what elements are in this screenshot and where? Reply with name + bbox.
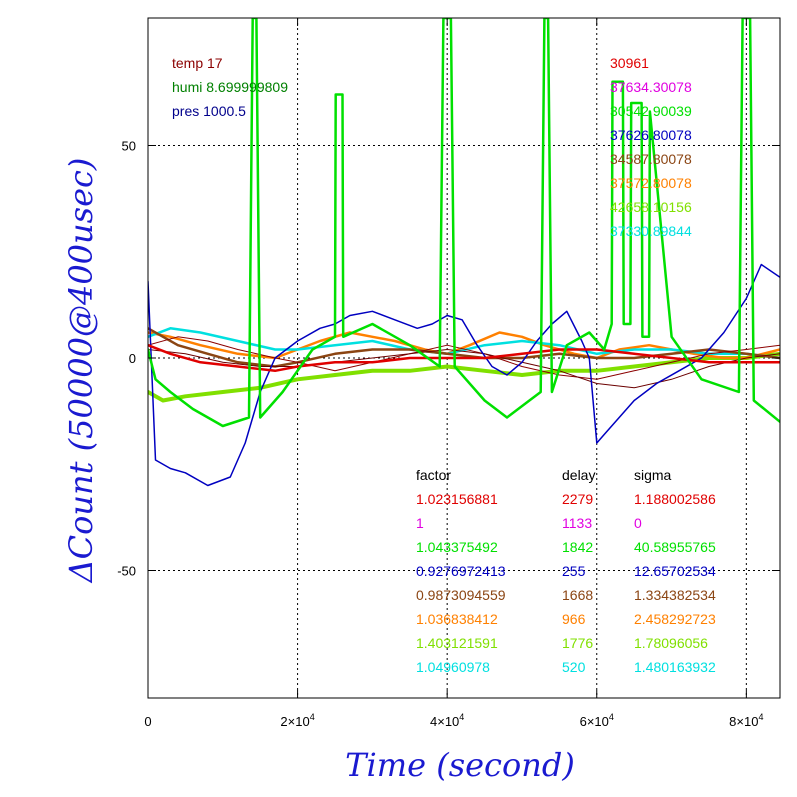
table-cell: 1.480163932 (634, 659, 716, 675)
table-cell: 40.58955765 (634, 539, 716, 555)
x-tick-label: 0 (144, 714, 151, 729)
table-cell: 12.65702534 (634, 563, 716, 579)
meta-label: humi 8.699999809 (172, 79, 288, 95)
table-cell: 255 (562, 563, 586, 579)
annotations: 0 2×104 4×104 6×104 8×104 50 0 -50 temp 17 humi 8… (117, 55, 763, 729)
table-header: sigma (634, 467, 672, 483)
x-tick-label: 6×104 (580, 712, 614, 729)
y-tick-label: 50 (122, 139, 136, 154)
table-cell: 1842 (562, 539, 593, 555)
table-cell: 1.334382534 (634, 587, 716, 603)
table-cell: 1.04960978 (416, 659, 490, 675)
table-cell: 2279 (562, 491, 593, 507)
meta-label: temp 17 (172, 55, 223, 71)
table-cell: 1.78096056 (634, 635, 708, 651)
series-line-4 (148, 327, 780, 368)
y-tick-label: 0 (129, 351, 136, 366)
table-cell: 0.9873094559 (416, 587, 506, 603)
data-series (148, 18, 780, 487)
meta-label: pres 1000.5 (172, 103, 246, 119)
legend-value: 37626.80078 (610, 127, 692, 143)
x-tick-label: 4×104 (430, 712, 464, 729)
table-cell: 966 (562, 611, 586, 627)
table-cell: 1.023156881 (416, 491, 498, 507)
table-cell: 0 (634, 515, 642, 531)
legend-value: 30542.90039 (610, 103, 692, 119)
table-cell: 1.036838412 (416, 611, 498, 627)
table-cell: 1133 (562, 515, 592, 531)
table-cell: 0.9276972413 (416, 563, 506, 579)
y-axis-title: ΔCount (50000@400usec) (62, 158, 100, 585)
axis-ticks (147, 18, 780, 698)
table-cell: 1.188002586 (634, 491, 716, 507)
table-cell: 1776 (562, 635, 593, 651)
y-tick-label: -50 (117, 564, 136, 579)
series-line-9 (148, 18, 780, 428)
x-tick-label: 2×104 (280, 712, 314, 729)
table-header: delay (562, 467, 595, 483)
legend-value: 37634.30078 (610, 79, 692, 95)
series-line-8 (148, 343, 780, 373)
table-cell: 1.043375492 (416, 539, 498, 555)
legend-value: 37572.80078 (610, 175, 692, 191)
x-tick-label: 8×104 (729, 712, 763, 729)
table-cell: 520 (562, 659, 586, 675)
table-cell: 1668 (562, 587, 593, 603)
legend-value: 42658.10156 (610, 199, 692, 215)
legend-value: 34587.80078 (610, 151, 692, 167)
table-header: factor (416, 467, 451, 483)
series-line-7 (148, 263, 780, 487)
table-cell: 1.403121591 (416, 635, 498, 651)
series-line-6 (148, 349, 780, 389)
series-line-5 (148, 336, 780, 380)
legend-value: 37330.89844 (610, 223, 692, 239)
table-cell: 2.458292723 (634, 611, 716, 627)
table-cell: 1 (416, 515, 424, 531)
x-axis-title: Time (second) (345, 746, 575, 784)
legend-value: 30961 (610, 55, 649, 71)
